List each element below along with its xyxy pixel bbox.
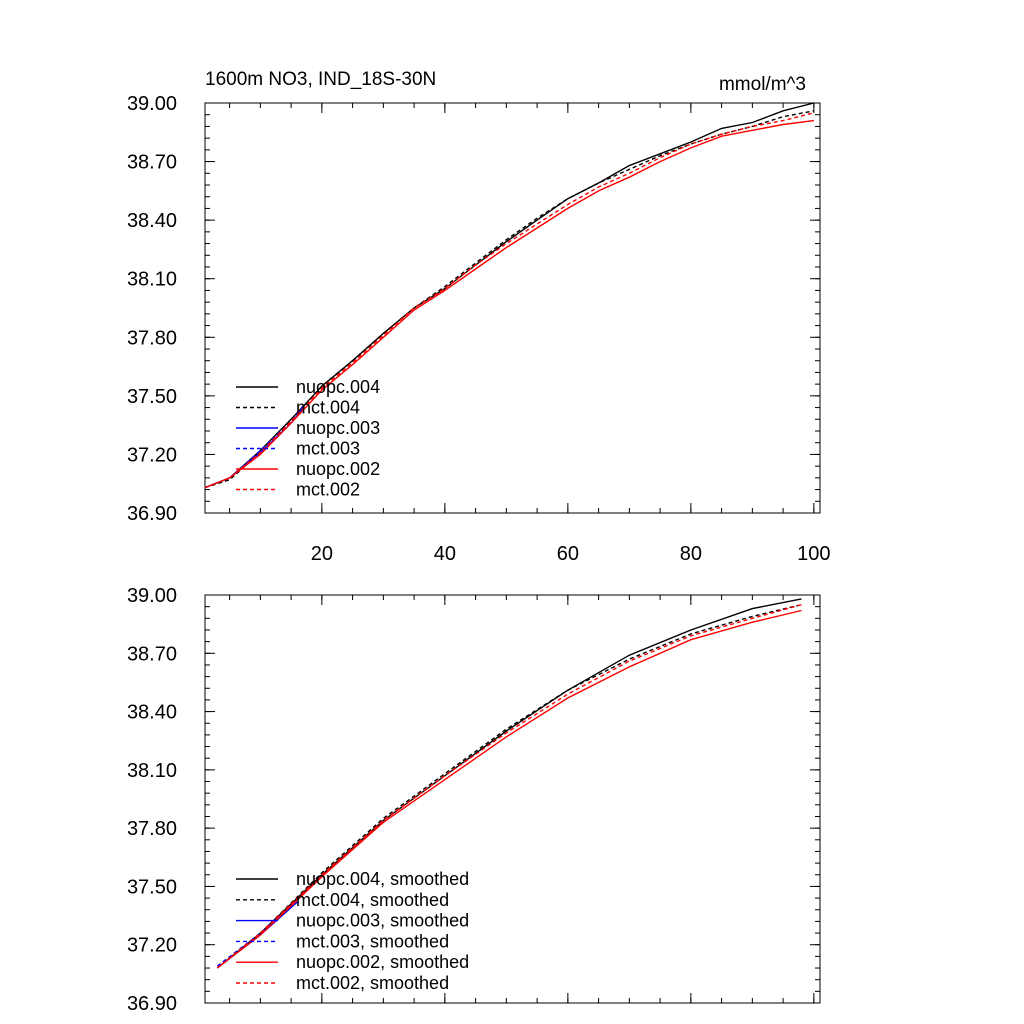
y-tick-label: 38.40 (127, 702, 177, 724)
y-tick-label: 38.10 (127, 269, 177, 291)
legend-label: nuopc.003 (296, 418, 380, 438)
legend-label: mct.003 (296, 439, 360, 459)
series-line (216, 604, 802, 969)
y-tick-label: 38.40 (127, 210, 177, 232)
plot-frame (204, 102, 821, 514)
y-tick-label: 37.20 (127, 444, 177, 466)
legend-label: mct.004 (296, 398, 360, 418)
x-tick-label: 60 (557, 543, 579, 565)
units-label: mmol/m^3 (719, 74, 806, 95)
series-line (204, 407, 304, 489)
y-tick-label: 38.10 (127, 760, 177, 782)
legend-label: mct.003, smoothed (296, 931, 449, 951)
y-tick-label: 38.70 (127, 643, 177, 665)
x-tick-label: 80 (680, 543, 702, 565)
top-panel: 36.90 37.20 37.50 37.80 38.10 38.40 38.70 39.00… (127, 69, 831, 565)
legend-label: mct.002, smoothed (296, 973, 449, 993)
series-line (204, 405, 304, 489)
bottom-panel: 36.90 37.20 37.50 37.80 38.10 38.40 38.70 39.00… (127, 585, 821, 1015)
x-tick-label: 40 (434, 543, 456, 565)
y-tick-label: 38.70 (127, 152, 177, 174)
y-tick-label: 37.50 (127, 386, 177, 408)
y-tick-label: 37.80 (127, 327, 177, 349)
y-tick-label: 36.90 (127, 503, 177, 525)
series-line (216, 598, 802, 969)
y-tick-label: 36.90 (127, 993, 177, 1015)
legend-label: nuopc.002, smoothed (296, 952, 469, 972)
series-line (216, 609, 802, 969)
x-tick-label: 20 (311, 543, 333, 565)
legend-label: mct.002 (296, 480, 360, 500)
series-line (204, 119, 814, 489)
legend-label: nuopc.003, smoothed (296, 911, 469, 931)
plot-frame (204, 594, 821, 1004)
legend-label: nuopc.004 (296, 377, 380, 397)
legend-label: nuopc.004, smoothed (296, 869, 469, 889)
series-line (216, 604, 802, 969)
y-tick-label: 37.50 (127, 876, 177, 898)
legend-label: mct.004, smoothed (296, 890, 449, 910)
x-tick-label: 100 (797, 543, 830, 565)
chart-title: 1600m NO3, IND_18S-30N (205, 69, 436, 90)
y-tick-label: 37.80 (127, 818, 177, 840)
legend-label: nuopc.002 (296, 459, 380, 479)
y-tick-label: 39.00 (127, 93, 177, 115)
y-tick-label: 39.00 (127, 585, 177, 607)
y-tick-label: 37.20 (127, 935, 177, 957)
